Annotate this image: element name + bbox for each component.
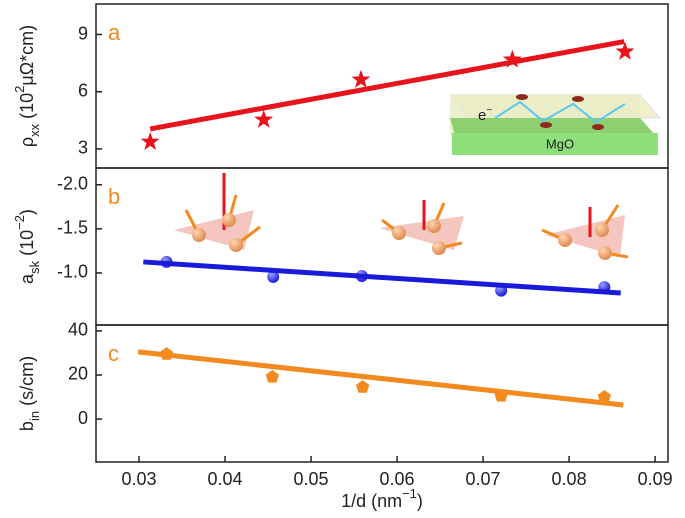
point xyxy=(356,380,370,393)
x-tick-label: 0.09 xyxy=(638,469,673,489)
x-tick-label: 0.05 xyxy=(294,469,329,489)
label-part: ρ xyxy=(17,137,37,147)
point xyxy=(615,41,635,60)
axis-label: bin (s/cm) xyxy=(17,356,42,431)
label-part: μΩ*cm) xyxy=(17,25,37,86)
fit-line xyxy=(143,259,621,296)
point xyxy=(265,370,279,383)
plot-frame xyxy=(95,324,669,463)
inset-substrate: MgO xyxy=(546,136,574,151)
y-tick-label: -2.0 xyxy=(57,174,88,194)
axis-label: ask (10−2) xyxy=(12,209,42,284)
label-part: ) xyxy=(17,209,37,215)
panel-label: b xyxy=(108,184,120,209)
y-tick-label: 40 xyxy=(68,320,88,340)
inset: e− MgO xyxy=(448,94,662,155)
axis-label: ρxx (102μΩ*cm) xyxy=(12,25,42,147)
point xyxy=(254,109,274,128)
panel-label: a xyxy=(108,20,121,45)
label-part: b xyxy=(17,421,37,431)
label-part: −2 xyxy=(12,215,27,230)
plot-frame xyxy=(95,167,669,326)
y-tick-label: 9 xyxy=(78,23,88,43)
panel-label: c xyxy=(108,341,119,366)
y-tick-label: -1.5 xyxy=(57,218,88,238)
carrier-sign: − xyxy=(486,105,492,116)
point xyxy=(351,69,371,88)
axis-label: 1/d (nm−1) xyxy=(341,486,423,511)
label-part: a xyxy=(17,273,37,284)
y-tick-label: 0 xyxy=(78,408,88,428)
fit-line xyxy=(137,349,624,408)
y-tick-label: 6 xyxy=(78,80,88,100)
label-part: sk xyxy=(27,260,42,274)
inset-label: e− xyxy=(478,105,492,124)
fit-line xyxy=(149,39,625,132)
x-tick-label: 0.07 xyxy=(466,469,501,489)
label-part: 1/d (nm xyxy=(341,491,402,511)
label-part: ) xyxy=(417,491,423,511)
carrier: e xyxy=(478,107,486,124)
label-part: (10 xyxy=(17,93,37,124)
y-tick-label: -1.0 xyxy=(57,262,88,282)
label-part: −1 xyxy=(402,486,417,501)
label-part: 2 xyxy=(12,86,27,93)
x-tick-label: 0.03 xyxy=(121,469,156,489)
point xyxy=(267,270,280,283)
label-part: xx xyxy=(27,123,42,137)
label-part: (s/cm) xyxy=(17,356,37,411)
x-tick-label: 0.04 xyxy=(207,469,242,489)
y-tick-label: 20 xyxy=(68,364,88,384)
x-tick-label: 0.06 xyxy=(380,469,415,489)
point xyxy=(502,49,522,68)
y-tick-label: 3 xyxy=(78,138,88,158)
spin-illustrations xyxy=(174,173,629,260)
label-part: (10 xyxy=(17,230,37,261)
point xyxy=(140,131,160,150)
label-part: in xyxy=(27,411,42,421)
x-tick-label: 0.08 xyxy=(552,469,587,489)
point xyxy=(597,390,611,403)
